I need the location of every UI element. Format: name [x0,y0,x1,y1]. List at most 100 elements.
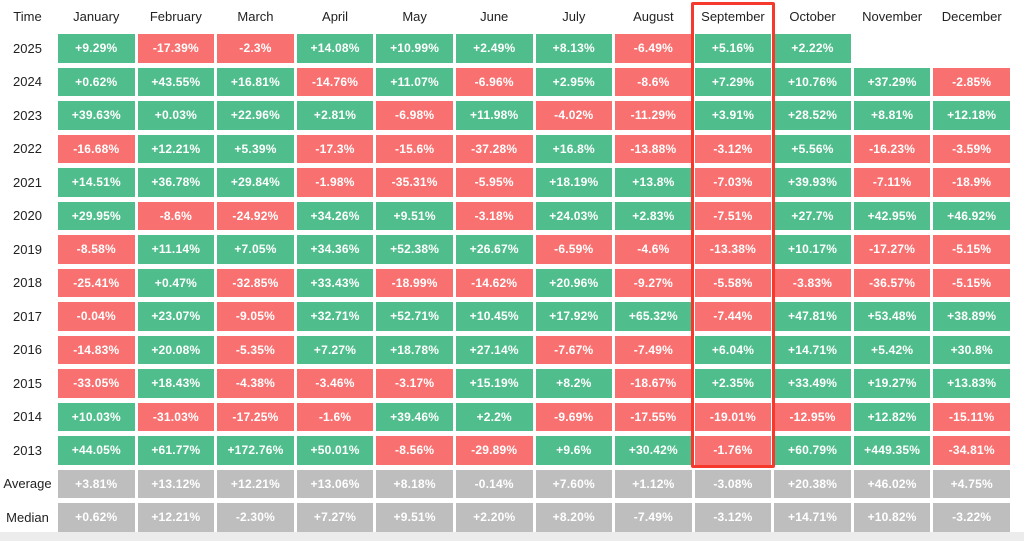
cell-2023-november: +8.81% [853,101,931,130]
cell-2023-july: -4.02% [535,101,613,130]
cell-2020-march: -24.92% [217,201,294,230]
cell-2023-march: +22.96% [217,101,294,130]
cell-median-july: +8.20% [535,503,613,532]
cell-2022-february: +12.21% [137,134,215,163]
cell-2020-october: +27.7% [774,201,851,230]
row-label-2014: 2014 [13,409,42,425]
cell-median-march: -2.30% [217,503,294,532]
cell-2014-august: -17.55% [615,402,692,431]
cell-2020-april: +34.26% [296,201,374,230]
cell-2015-june: +15.19% [455,369,533,398]
cell-2022-june: -37.28% [455,134,533,163]
cell-2021-may: -35.31% [376,168,453,197]
cell-2014-october: -12.95% [774,402,851,431]
cell-2021-august: +13.8% [615,168,692,197]
cell-2017-november: +53.48% [853,302,931,331]
cell-2017-may: +52.71% [376,302,453,331]
cell-median-june: +2.20% [455,503,533,532]
cell-2015-may: -3.17% [376,369,453,398]
column-header-july: July [562,8,586,24]
row-label-2023: 2023 [13,107,42,123]
cell-2025-august: -6.49% [615,34,692,63]
cell-2018-september: -5.58% [694,268,772,297]
cell-2017-june: +10.45% [455,302,533,331]
cell-2020-january: +29.95% [58,201,135,230]
cell-average-august: +1.12% [615,469,692,498]
cell-2020-november: +42.95% [853,201,931,230]
cell-2023-september: +3.91% [694,101,772,130]
cell-2024-february: +43.55% [137,67,215,96]
cell-2024-march: +16.81% [217,67,294,96]
cell-2019-june: +26.67% [455,235,533,264]
cell-2013-december: -34.81% [933,436,1010,465]
cell-2016-october: +14.71% [774,335,851,364]
cell-2019-july: -6.59% [535,235,613,264]
cell-2013-november: +449.35% [853,436,931,465]
cell-2013-february: +61.77% [137,436,215,465]
cell-2022-january: -16.68% [58,134,135,163]
cell-average-june: -0.14% [455,469,533,498]
cell-2020-september: -7.51% [694,201,772,230]
row-label-2022: 2022 [13,141,42,157]
cell-average-december: +4.75% [933,469,1010,498]
cell-2020-july: +24.03% [535,201,613,230]
cell-median-january: +0.62% [58,503,135,532]
cell-2013-july: +9.6% [535,436,613,465]
cell-median-august: -7.49% [615,503,692,532]
cell-2019-december: -5.15% [933,235,1010,264]
cell-2015-december: +13.83% [933,369,1010,398]
cell-2024-september: +7.29% [694,67,772,96]
cell-2016-february: +20.08% [137,335,215,364]
cell-2013-january: +44.05% [58,436,135,465]
cell-2014-november: +12.82% [853,402,931,431]
cell-2025-march: -2.3% [217,34,294,63]
cell-2022-october: +5.56% [774,134,851,163]
cell-2015-march: -4.38% [217,369,294,398]
cell-average-april: +13.06% [296,469,374,498]
cell-average-october: +20.38% [774,469,851,498]
cell-2023-october: +28.52% [774,101,851,130]
cell-2018-july: +20.96% [535,268,613,297]
cell-2013-june: -29.89% [455,436,533,465]
column-header-december: December [941,8,1002,24]
cell-2022-august: -13.88% [615,134,692,163]
cell-2016-april: +7.27% [296,335,374,364]
cell-2019-february: +11.14% [137,235,215,264]
row-label-median: Median [6,509,49,525]
cell-2016-july: -7.67% [535,335,613,364]
cell-2025-june: +2.49% [455,34,533,63]
cell-2021-june: -5.95% [455,168,533,197]
cell-2017-january: -0.04% [58,302,135,331]
row-label-2017: 2017 [13,308,42,324]
column-header-august: August [633,8,674,24]
cell-2018-june: -14.62% [455,268,533,297]
cell-2013-march: +172.76% [217,436,294,465]
cell-2013-september: -1.76% [694,436,772,465]
row-label-2025: 2025 [13,40,42,56]
cell-2021-october: +39.93% [774,168,851,197]
cell-2023-january: +39.63% [58,101,135,130]
row-label-2016: 2016 [13,342,42,358]
cell-2017-july: +17.92% [535,302,613,331]
cell-2019-november: -17.27% [853,235,931,264]
cell-2024-january: +0.62% [58,67,135,96]
cell-2018-october: -3.83% [774,268,851,297]
cell-median-february: +12.21% [137,503,215,532]
row-label-2013: 2013 [13,442,42,458]
cell-2023-december: +12.18% [933,101,1010,130]
cell-2021-april: -1.98% [296,168,374,197]
cell-2019-january: -8.58% [58,235,135,264]
cell-2016-november: +5.42% [853,335,931,364]
row-label-2015: 2015 [13,375,42,391]
heatmap-grid: Time January February March April May June July… [3,8,1010,532]
cell-2019-october: +10.17% [774,235,851,264]
row-label-2019: 2019 [13,241,42,257]
cell-2021-july: +18.19% [535,168,613,197]
cell-2018-april: +33.43% [296,268,374,297]
cell-2025-november [854,34,931,63]
cell-2017-september: -7.44% [694,302,772,331]
cell-2020-june: -3.18% [455,201,533,230]
cell-2022-november: -16.23% [853,134,931,163]
cell-median-december: -3.22% [933,503,1010,532]
row-label-2020: 2020 [13,208,42,224]
